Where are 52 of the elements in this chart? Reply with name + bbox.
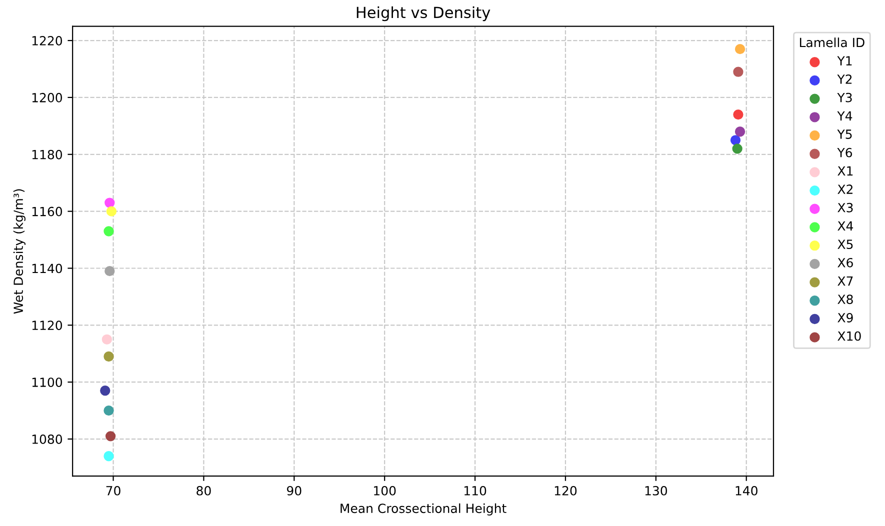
x-tick-label: 80 — [196, 486, 211, 496]
legend-label: X1 — [838, 166, 853, 176]
y-tick-label: 1160 — [32, 206, 62, 216]
legend-label: X3 — [838, 202, 853, 212]
y-tick-label: 1080 — [32, 434, 62, 444]
point — [104, 266, 115, 276]
legend-label: X7 — [838, 276, 853, 286]
legend-label: X10 — [838, 331, 861, 341]
y-tick-label: 1120 — [32, 320, 62, 330]
x-tick-label: 100 — [374, 486, 396, 496]
point — [733, 66, 744, 77]
y-tick-label: 1200 — [32, 92, 62, 102]
legend-label: X5 — [838, 240, 853, 250]
chart-title: Height vs Density — [356, 6, 490, 22]
legend-label: Y1 — [837, 56, 852, 66]
x-tick-label: 140 — [736, 486, 758, 496]
point — [104, 451, 114, 462]
point — [734, 44, 746, 54]
legend-label: X6 — [838, 258, 853, 268]
legend-title: Lamella ID — [800, 38, 864, 48]
point — [730, 135, 741, 146]
legend-label: X4 — [838, 221, 854, 231]
legend-label: X2 — [838, 184, 852, 194]
point — [733, 109, 744, 120]
legend-label: Y6 — [837, 148, 852, 158]
x-tick-label: 130 — [645, 486, 668, 496]
x-tick-label: 110 — [464, 486, 486, 496]
point — [104, 351, 114, 362]
x-tick-label: 90 — [286, 486, 302, 496]
legend-label: Y5 — [837, 130, 852, 139]
x-axis-title: Mean Crossectional Height — [340, 503, 506, 516]
y-tick-label: 1180 — [32, 150, 62, 160]
point — [104, 198, 115, 208]
point — [734, 126, 746, 137]
point — [104, 405, 114, 416]
legend-label: Y3 — [837, 92, 852, 102]
y-tick-label: 1100 — [32, 378, 62, 388]
legend-label: Y4 — [837, 111, 852, 120]
y-tick-label: 1140 — [32, 264, 62, 274]
point — [105, 431, 116, 442]
legend-label: X8 — [838, 294, 853, 304]
point — [102, 334, 112, 344]
legend-label: X9 — [838, 312, 853, 322]
legend-label: Y2 — [837, 74, 852, 84]
point — [106, 206, 117, 216]
point — [100, 386, 110, 396]
y-tick-label: 1220 — [32, 36, 62, 46]
point — [104, 226, 114, 236]
x-tick-label: 120 — [554, 486, 577, 496]
y-axis-title: Wet Density (kg/m³) — [13, 189, 26, 314]
point — [732, 144, 742, 154]
x-tick-label: 70 — [106, 486, 120, 496]
